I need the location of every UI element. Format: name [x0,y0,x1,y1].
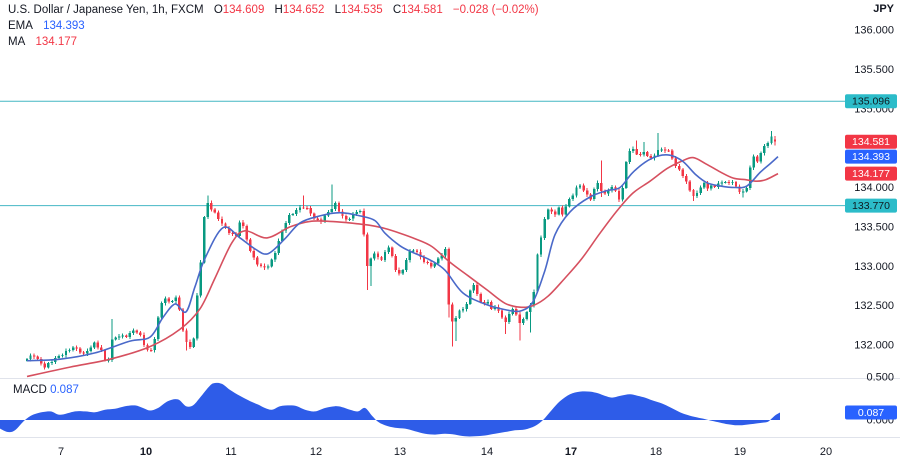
high-label: H [274,4,283,16]
svg-text:10: 10 [140,446,152,458]
svg-text:132.500: 132.500 [854,300,894,312]
ma-line [26,156,779,378]
ema-value: 134.393 [43,20,85,32]
svg-text:134.581: 134.581 [852,136,890,148]
ema-line [26,153,779,362]
price-badge [845,134,897,149]
price-axis[interactable] [843,0,900,437]
time-axis[interactable] [0,437,900,460]
low-label: L [334,4,342,16]
svg-text:135.500: 135.500 [854,64,894,76]
svg-text:134.177: 134.177 [852,168,890,180]
svg-text:134.000: 134.000 [854,182,894,194]
pane-separators [0,378,900,438]
ema-label: EMA [8,20,33,32]
macd-value: 0.087 [50,384,79,396]
open-label: O [213,4,223,16]
svg-text:17: 17 [565,446,577,458]
high-value: 134.652 [282,4,325,16]
symbol-legend: U.S. Dollar / Japanese Yen, 1h, FXCM O13… [8,2,539,50]
svg-text:133.000: 133.000 [854,261,894,273]
price-axis-labels: JPY136.000135.500135.000134.000133.50013… [854,3,894,427]
ma-row[interactable]: MA 134.177 [8,34,539,50]
change-value: −0.028 (−0.02%) [452,4,539,16]
main-chart-pane[interactable] [0,0,843,378]
candles [25,130,777,370]
svg-text:135.096: 135.096 [852,96,890,108]
low-value: 134.535 [341,4,383,16]
svg-text:14: 14 [481,446,493,458]
price-badge [845,405,897,420]
ema-line-layer [26,153,779,362]
close-value: 134.581 [401,4,443,16]
svg-text:11: 11 [225,446,236,458]
ema-row[interactable]: EMA 134.393 [8,18,539,34]
axis-currency-label: JPY [873,3,894,15]
svg-text:0.500: 0.500 [866,372,894,384]
macd-area [0,382,780,437]
symbol-row[interactable]: U.S. Dollar / Japanese Yen, 1h, FXCM O13… [8,2,539,18]
macd-label: MACD [13,384,47,396]
macd-pane[interactable] [0,378,843,437]
ma-line-layer [26,156,779,378]
svg-text:134.393: 134.393 [852,151,890,163]
svg-text:12: 12 [310,446,322,458]
time-axis-labels: 7 10 11 12 13 14 17 18 19 20 [58,446,832,458]
svg-text:18: 18 [650,446,662,458]
symbol-title: U.S. Dollar / Japanese Yen, 1h, FXCM [8,4,204,16]
open-value: 134.609 [222,4,265,16]
close-label: C [392,4,402,16]
svg-text:13: 13 [394,446,406,458]
macd-legend[interactable]: MACD 0.087 [13,384,79,396]
svg-text:133.500: 133.500 [854,221,894,233]
svg-text:19: 19 [734,446,746,458]
level-lines [0,100,845,207]
price-badge [845,198,897,213]
svg-text:133.770: 133.770 [852,200,890,212]
svg-text:136.000: 136.000 [854,25,894,37]
price-badge [845,166,897,181]
price-badge [845,149,897,164]
svg-text:20: 20 [820,446,832,458]
price-badge [845,94,897,109]
svg-text:7: 7 [58,446,64,458]
price-badges: 135.096 134.581 134.393 134.177 133.770 0.087 [845,94,897,420]
svg-text:0.087: 0.087 [858,407,884,419]
ma-label: MA [8,36,26,48]
ma-value: 134.177 [35,36,78,48]
svg-text:132.000: 132.000 [854,340,894,352]
